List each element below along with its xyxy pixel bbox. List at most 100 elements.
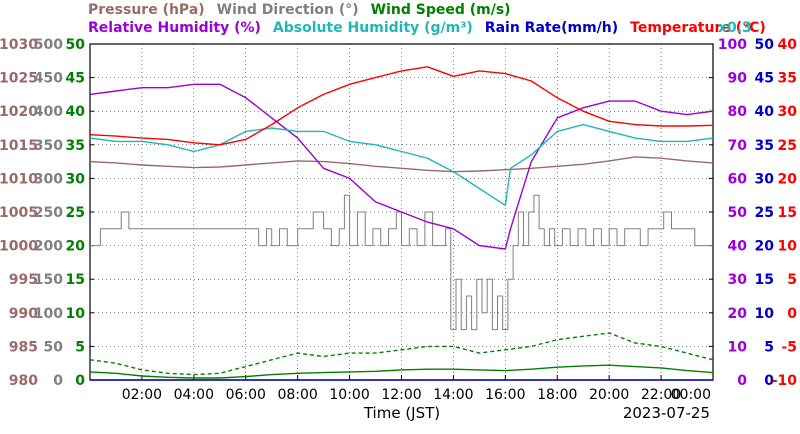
series-wind-speed-m-s [89,364,714,379]
series-absolute-humidity-g-m [89,123,714,206]
pressure-tick-label: 1000 [0,239,38,255]
temperature-tick-label: 25 [778,138,797,154]
x-tick-label: 06:00 [226,387,266,403]
legend-row-2: Relative Humidity (%) Absolute Humidity (… [88,20,766,36]
relative-humidity-tick-label: 90 [728,71,748,87]
wind-speed-tick-label: 0 [75,373,85,389]
x-tick-label: 14:00 [433,387,473,403]
right-axes: 1009080706050403020100504540353025201510… [709,37,797,389]
date-label: 2023-07-25 [623,404,710,422]
rain-rate-tick-label: 40 [755,104,775,120]
wind-direction-tick-label: 500 [34,37,63,53]
relative-humidity-tick-label: 50 [728,205,748,221]
rain-rate-tick-label: 50 [755,37,775,53]
legend-temperature-c: Temperature (°C) [630,20,766,36]
pressure-tick-label: 980 [9,373,38,389]
wind-speed-tick-label: 10 [66,306,86,322]
x-tick-label: 20:00 [589,387,629,403]
temperature-tick-label: 15 [778,205,797,221]
rain-rate-tick-label: 10 [755,306,775,322]
pressure-tick-label: 1020 [0,104,38,120]
wind-speed-tick-label: 45 [66,71,85,87]
series-pressure-hpa [89,156,714,173]
x-tick-label: 12:00 [381,387,421,403]
x-tick-label: 08:00 [277,387,317,403]
wind-speed-tick-label: 20 [66,239,86,255]
grid [90,44,713,380]
wind-speed-tick-label: 5 [75,339,85,355]
relative-humidity-tick-label: 10 [728,339,748,355]
relative-humidity-tick-label: 70 [728,138,748,154]
series-relative-humidity [89,83,714,250]
legend-pressure-hpa: Pressure (hPa) [88,2,205,18]
wind-direction-tick-label: 400 [34,104,63,120]
legend-wind-direction: Wind Direction (°) [217,2,359,18]
pressure-tick-label: 985 [9,339,38,355]
wind-speed-tick-label: 40 [66,104,86,120]
rain-rate-tick-label: 30 [755,171,775,187]
temperature-tick-label: 35 [778,71,797,87]
legend-relative-humidity: Relative Humidity (%) [88,20,261,36]
pressure-tick-label: 1015 [0,138,38,154]
relative-humidity-tick-label: 30 [728,272,748,288]
wind-direction-tick-label: 200 [34,239,63,255]
x-tick-label: 00:00 [671,387,711,403]
wind-direction-tick-label: 450 [34,71,63,87]
x-tick-label: 04:00 [174,387,214,403]
relative-humidity-tick-label: 40 [728,239,748,255]
x-tick-label: 22:00 [641,387,681,403]
temperature-tick-label: -10 [772,373,798,389]
relative-humidity-tick-label: 80 [728,104,748,120]
relative-humidity-tick-label: 20 [728,306,748,322]
pressure-tick-label: 1005 [0,205,38,221]
abs-humidity-scale-note: x0.3 [718,20,752,36]
legend-rain-rate-mm-h: Rain Rate(mm/h) [485,20,618,36]
relative-humidity-tick-label: 60 [728,171,748,187]
x-tick-label: 16:00 [485,387,525,403]
wind-direction-tick-label: 300 [34,171,63,187]
legend-row-1: Pressure (hPa) Wind Direction (°) Wind Spe… [88,2,511,18]
x-tick-label: 18:00 [537,387,577,403]
legend-absolute-humidity-g-m: Absolute Humidity (g/m³) [273,20,473,36]
temperature-tick-label: -5 [781,339,797,355]
series-wind-speed-gust-m-s [89,332,714,376]
wind-direction-tick-label: 0 [53,373,63,389]
rain-rate-tick-label: 25 [755,205,774,221]
temperature-tick-label: 30 [778,104,798,120]
wind-speed-tick-label: 15 [66,272,85,288]
legend-wind-speed-m-s: Wind Speed (m/s) [371,2,511,18]
x-axis: 02:00 04:00 06:00 08:00 10:00 12:00 14:00 16:00… [122,375,714,403]
series-group [89,66,714,381]
x-axis-label: Time (JST) [363,404,440,422]
rain-rate-tick-label: 5 [764,339,774,355]
rain-rate-tick-label: 15 [755,272,774,288]
temperature-tick-label: 5 [787,272,797,288]
series-wind-direction [90,194,713,331]
pressure-tick-label: 995 [9,272,38,288]
wind-speed-tick-label: 25 [66,205,85,221]
left-axes: 1030102510201015101010051000995990985980… [0,37,94,389]
wind-speed-tick-label: 30 [66,171,86,187]
rain-rate-tick-label: 45 [755,71,774,87]
temperature-tick-label: 20 [778,171,798,187]
pressure-tick-label: 1030 [0,37,38,53]
wind-direction-tick-label: 250 [34,205,63,221]
x-tick-label: 02:00 [122,387,162,403]
rain-rate-tick-label: 20 [755,239,775,255]
relative-humidity-tick-label: 0 [737,373,747,389]
rain-rate-tick-label: 35 [755,138,774,154]
temperature-tick-label: 10 [778,239,798,255]
relative-humidity-tick-label: 100 [718,37,747,53]
x-tick-label: 10:00 [329,387,369,403]
pressure-tick-label: 990 [9,306,38,322]
rain-rate-tick-label: 0 [764,373,774,389]
wind-direction-tick-label: 150 [34,272,63,288]
pressure-tick-label: 1010 [0,171,38,187]
wind-speed-tick-label: 35 [66,138,85,154]
wind-direction-tick-label: 350 [34,138,63,154]
temperature-tick-label: 0 [787,306,797,322]
temperature-tick-label: 40 [778,37,798,53]
series-temperature-c [89,66,714,146]
wind-direction-tick-label: 50 [44,339,64,355]
